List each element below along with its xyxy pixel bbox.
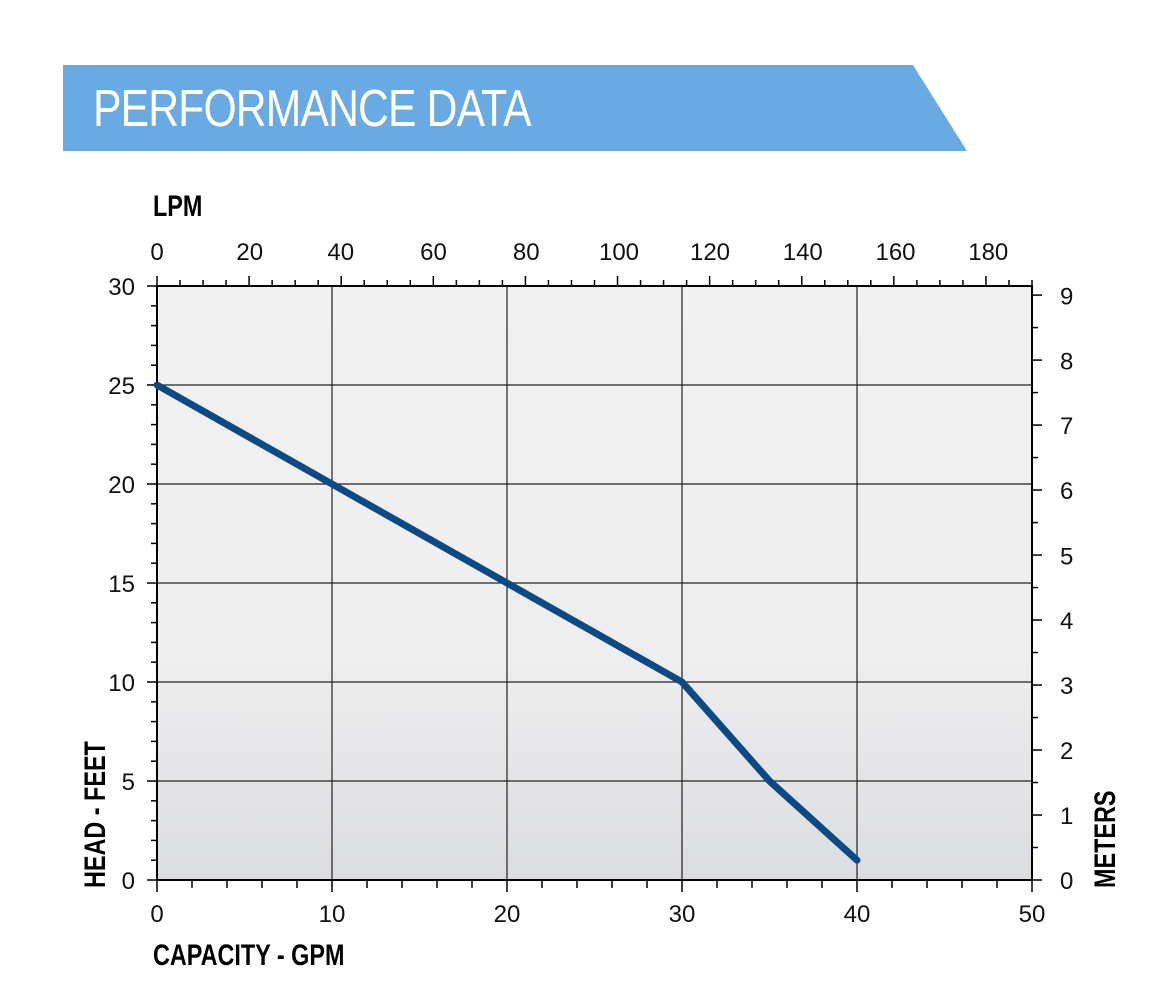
y-tick-label: 20 [108,472,135,499]
y-tick-label: 25 [108,373,135,400]
meters-axis-ticks: 0 1 2 3 4 5 6 7 8 9 [1060,283,1073,895]
lpm-axis-ticks: 0 20 40 60 80 100 120 140 160 180 [150,239,1008,266]
series-line [153,381,861,864]
x2-tick-label: 20 [236,239,263,266]
banner-shape [63,65,967,151]
x2-tick-label: 100 [599,239,639,266]
y-tick-label: 0 [122,868,135,895]
header-banner: PERFORMANCE DATA [63,65,967,151]
y2-tick-label: 8 [1060,348,1073,375]
y-tick-label: 10 [108,670,135,697]
data-point [856,859,858,862]
page-title: PERFORMANCE DATA [93,80,532,138]
x-tick-label: 30 [669,901,696,928]
x2-tick-label: 180 [968,239,1008,266]
x-tick-label: 0 [150,901,163,928]
y-tick-label: 5 [122,769,135,796]
x-axis-ticks: 0 10 20 30 40 50 [150,901,1045,928]
x2-tick-label: 140 [783,239,823,266]
minor-ticks [147,276,1042,892]
y2-tick-label: 7 [1060,413,1073,440]
y2-tick-label: 6 [1060,478,1073,505]
x2-tick-label: 40 [327,239,354,266]
y2-tick-label: 2 [1060,738,1073,765]
y2-tick-label: 3 [1060,673,1073,700]
x2-tick-label: 60 [420,239,447,266]
data-point [768,780,771,782]
data-point [156,384,158,386]
x2-tick-label: 160 [875,239,915,266]
gridlines [157,286,1032,880]
series-layer [153,381,861,864]
x-tick-label: 50 [1019,901,1046,928]
y-axis-title: HEAD - FEET [78,741,111,888]
data-point [506,582,508,584]
y-tick-label: 15 [108,571,135,598]
y2-tick-label: 0 [1060,868,1073,895]
x-axis-title: CAPACITY - GPM [153,938,344,971]
x-tick-label: 20 [494,901,521,928]
x2-tick-label: 0 [150,239,163,266]
x2-axis-title: LPM [153,189,202,222]
y2-tick-label: 9 [1060,283,1073,310]
x2-tick-label: 120 [690,239,730,266]
x-tick-label: 10 [319,901,346,928]
data-point [681,681,683,683]
x2-tick-label: 80 [513,239,540,266]
x-tick-label: 40 [844,901,871,928]
y2-tick-label: 1 [1060,803,1073,830]
y-axis-ticks: 0 5 10 15 20 25 30 [108,274,135,895]
y2-tick-label: 4 [1060,608,1073,635]
y-tick-label: 30 [108,274,135,301]
plot-frame [156,285,1033,881]
y2-axis-title: METERS [1088,791,1121,888]
y2-tick-label: 5 [1060,543,1073,570]
data-point [331,483,333,485]
